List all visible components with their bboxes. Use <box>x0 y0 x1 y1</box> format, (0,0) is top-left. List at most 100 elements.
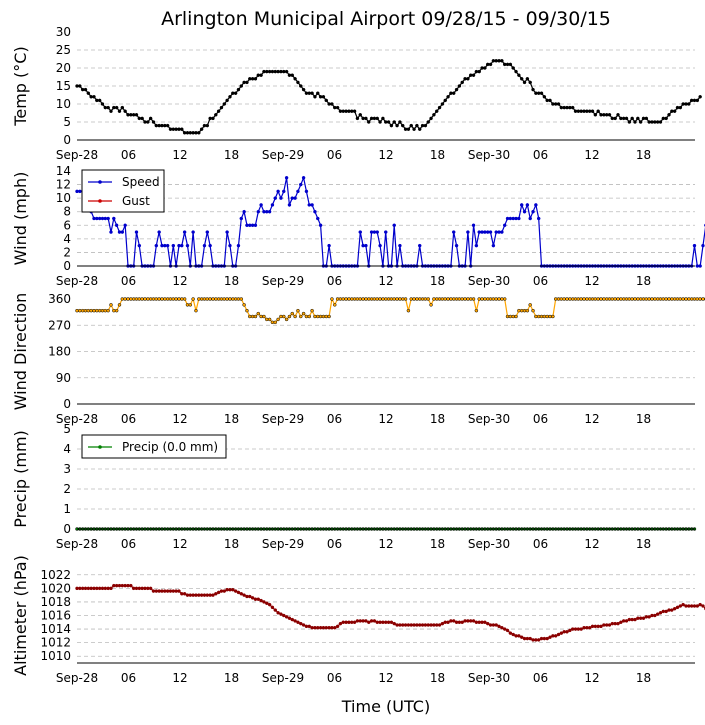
alt-data-point <box>500 625 504 630</box>
alt-data-point <box>301 623 306 627</box>
dir-data-point <box>259 314 263 319</box>
temp-data-point <box>508 62 513 67</box>
alt-data-point <box>296 620 300 625</box>
temp-data-point <box>284 69 289 74</box>
alt-xtick-label: Sep-28 <box>56 671 98 685</box>
dir-data-point <box>508 314 513 319</box>
dir-data-point <box>531 308 535 313</box>
dir-data-point <box>276 317 280 322</box>
dir-data-point <box>463 297 467 301</box>
alt-data-point <box>531 638 535 642</box>
dir-data-point <box>335 297 340 301</box>
temp-data-point <box>177 127 181 131</box>
alt-data-point <box>171 589 176 593</box>
alt-data-point <box>582 625 586 630</box>
precip-xtick-label: 06 <box>327 537 342 551</box>
dir-data-point <box>248 314 252 319</box>
dir-data-point <box>432 297 436 301</box>
temp-data-point <box>542 95 547 99</box>
dir-data-point <box>460 297 464 301</box>
temp-data-point <box>582 109 586 113</box>
temp-data-point <box>695 98 700 103</box>
dir-data-point <box>344 297 348 301</box>
temp-data-point <box>276 69 280 74</box>
dir-data-point <box>375 297 379 301</box>
alt-xtick-label: 12 <box>172 671 187 685</box>
dir-ytick-label: 270 <box>48 318 71 332</box>
wind-data-point <box>273 196 278 200</box>
temp-data-point <box>330 102 334 106</box>
temp-data-point <box>395 123 399 128</box>
wind-data-point <box>106 216 110 221</box>
alt-data-point <box>658 611 663 615</box>
wind-data-point <box>517 216 521 221</box>
alt-data-point <box>95 586 99 591</box>
temp-data-point <box>522 80 527 85</box>
alt-data-point <box>528 636 532 641</box>
wind-data-point <box>383 230 388 234</box>
dir-data-point <box>692 297 697 301</box>
alt-data-point <box>423 623 428 627</box>
temp-data-point <box>239 84 244 88</box>
temp-data-point <box>392 120 396 124</box>
temp-data-point <box>86 91 91 95</box>
alt-data-point <box>570 627 575 631</box>
alt-data-point <box>638 616 643 620</box>
dir-data-point <box>358 297 362 301</box>
temp-data-point <box>205 123 210 128</box>
wind-data-point <box>361 243 365 248</box>
alt-data-point <box>451 619 456 623</box>
precip-xtick-label: 12 <box>584 537 599 551</box>
alt-data-point <box>75 586 79 591</box>
temp-data-point <box>443 98 447 103</box>
dir-data-point <box>299 314 303 319</box>
dir-data-point <box>307 314 312 319</box>
alt-data-point <box>369 619 374 623</box>
alt-data-point <box>599 624 603 629</box>
dir-data-point <box>525 308 530 313</box>
alt-data-point <box>97 586 102 591</box>
alt-xtick-label: 06 <box>327 671 342 685</box>
alt-data-point <box>304 624 309 629</box>
alt-data-point <box>276 611 280 615</box>
alt-data-point <box>488 623 493 627</box>
dir-data-point <box>216 297 221 301</box>
temp-data-point <box>168 127 173 131</box>
dir-data-point <box>137 297 142 301</box>
alt-data-point <box>621 619 626 623</box>
alt-data-point <box>78 586 82 591</box>
wind-data-point <box>205 230 210 234</box>
temp-data-point <box>556 102 561 106</box>
wind-data-point <box>451 230 456 234</box>
wind-data-point <box>120 230 125 234</box>
dir-data-point <box>160 297 164 301</box>
temp-data-point <box>228 95 232 99</box>
dir-data-point <box>75 308 79 313</box>
alt-data-point <box>205 593 210 597</box>
temp-data-point <box>347 109 351 113</box>
wind-data-point <box>372 230 377 234</box>
temp-xtick-label: Sep-28 <box>56 148 98 162</box>
temp-data-point <box>109 109 113 113</box>
alt-xtick-label: 12 <box>378 671 393 685</box>
alt-xtick-label: 06 <box>533 671 548 685</box>
temp-data-point <box>480 66 484 70</box>
temp-data-point <box>120 105 125 110</box>
wind-data-point <box>525 203 530 207</box>
wind-data-point <box>290 196 295 200</box>
temp-data-point <box>658 120 663 124</box>
temp-data-point <box>474 69 479 74</box>
alt-data-point <box>494 623 498 627</box>
alt-data-point <box>347 620 351 625</box>
alt-ytick-label: 1012 <box>40 636 71 650</box>
temp-data-point <box>383 120 388 124</box>
temp-data-point <box>551 102 555 106</box>
alt-data-point <box>197 593 201 597</box>
dir-data-point <box>228 297 232 301</box>
temp-data-point <box>417 127 422 131</box>
wind-xtick-label: Sep-29 <box>262 274 304 288</box>
temp-data-point <box>123 109 127 113</box>
temp-data-point <box>182 131 187 135</box>
